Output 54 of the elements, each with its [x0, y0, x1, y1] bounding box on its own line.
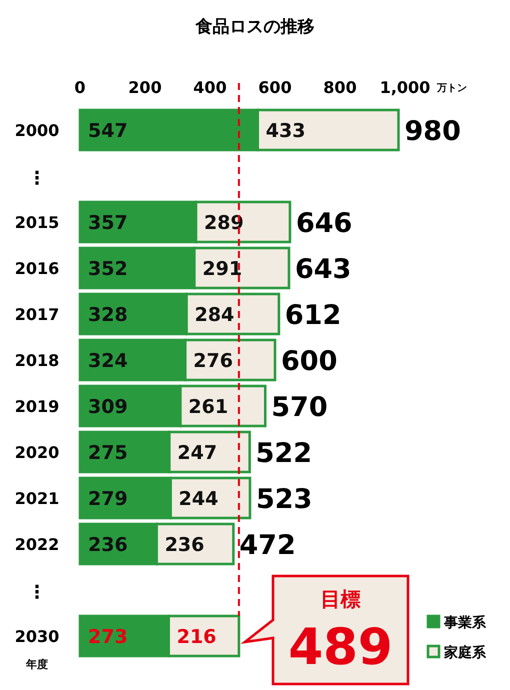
- legend-label: 家庭系: [443, 644, 487, 661]
- y-tick-label: 2015: [14, 213, 60, 232]
- data-label: 324: [88, 350, 128, 372]
- y-tick-label: ⋮: [28, 582, 46, 603]
- data-label: 275: [88, 442, 128, 464]
- data-label: 216: [176, 626, 216, 648]
- data-label: 433: [266, 120, 306, 142]
- data-label: 273: [88, 626, 128, 648]
- x-tick-label: 600: [258, 78, 292, 97]
- x-tick-label: 800: [323, 78, 357, 97]
- data-label: 289: [204, 212, 244, 234]
- total-label: 522: [256, 438, 312, 469]
- x-tick-label: 400: [193, 78, 227, 97]
- y-tick-label: 2017: [14, 305, 60, 324]
- x-tick-label: 1,000: [380, 78, 430, 97]
- data-label: 291: [202, 258, 242, 280]
- total-label: 643: [294, 254, 352, 285]
- total-label: 570: [271, 392, 328, 423]
- data-label: 261: [188, 396, 228, 418]
- y-tick-label: 2016: [14, 259, 60, 278]
- y-tick-label: 2018: [14, 351, 60, 370]
- y-tick-label: 2020: [14, 443, 60, 462]
- data-label: 309: [88, 396, 128, 418]
- x-axis-title: 万トン: [436, 83, 467, 94]
- data-label: 247: [177, 442, 218, 464]
- total-label: 600: [281, 346, 338, 377]
- y-axis-title: 年度: [25, 658, 48, 671]
- data-label: 284: [194, 304, 234, 326]
- y-tick-label: 2021: [14, 489, 60, 508]
- total-label: 523: [256, 484, 312, 515]
- legend-label: 事業系: [443, 615, 487, 631]
- chart-title: 食品ロスの推移: [194, 17, 314, 37]
- data-label: 279: [88, 488, 128, 510]
- total-label: 612: [284, 300, 342, 331]
- x-tick-label: 200: [128, 78, 162, 97]
- y-tick-label: 2022: [14, 535, 60, 554]
- y-tick-label: 2019: [14, 397, 60, 416]
- y-tick-label: ⋮: [28, 168, 46, 189]
- data-label: 236: [88, 534, 128, 556]
- data-label: 352: [88, 258, 128, 280]
- total-label: 980: [404, 116, 461, 147]
- y-tick-label: 2000: [14, 121, 60, 140]
- data-label: 276: [193, 350, 233, 372]
- callout: 目標 489: [240, 574, 410, 686]
- y-tick-label: 2030: [14, 627, 60, 646]
- total-label: 472: [239, 530, 296, 561]
- data-label: 357: [88, 212, 128, 234]
- total-label: 646: [296, 208, 352, 239]
- data-label: 244: [178, 488, 218, 510]
- data-label: 547: [88, 120, 128, 142]
- annotation: 目標 489: [288, 587, 393, 676]
- x-tick-label: 0: [74, 78, 86, 97]
- data-label: 236: [164, 534, 204, 556]
- data-label: 328: [88, 304, 128, 326]
